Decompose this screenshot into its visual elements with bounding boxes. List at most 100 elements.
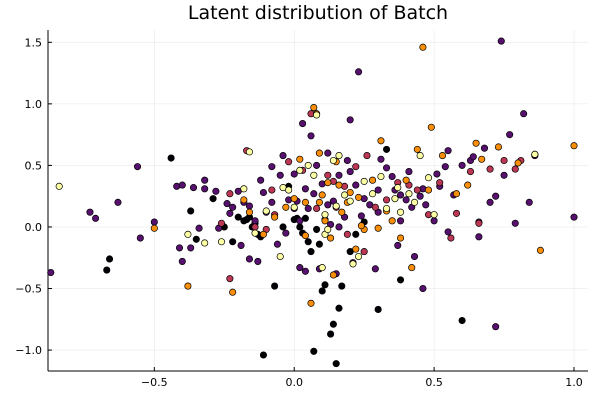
scatter-point: [327, 330, 335, 338]
scatter-point: [382, 204, 391, 213]
scatter-point: [201, 239, 209, 247]
scatter-point: [307, 299, 315, 307]
scatter-point: [514, 159, 522, 167]
scatter-point: [520, 110, 528, 118]
scatter-point: [290, 170, 298, 178]
scatter-point: [285, 158, 293, 166]
scatter-point: [209, 195, 217, 203]
y-tick-label: 1.0: [25, 98, 43, 111]
scatter-point: [184, 230, 192, 238]
data-points: [47, 37, 578, 368]
scatter-point: [355, 252, 363, 261]
scatter-point: [377, 155, 385, 163]
scatter-point: [189, 184, 198, 192]
scatter-point: [444, 147, 452, 155]
scatter-point: [304, 238, 312, 246]
scatter-point: [301, 267, 309, 275]
scatter-point: [377, 137, 385, 145]
scatter-point: [494, 143, 503, 151]
scatter-point: [223, 200, 231, 208]
scatter-point: [405, 168, 413, 176]
scatter-point: [276, 252, 284, 261]
scatter-point: [511, 165, 519, 173]
scatter-point: [321, 281, 329, 289]
scatter-point: [466, 168, 475, 176]
scatter-point: [374, 186, 382, 194]
scatter-point: [251, 229, 259, 237]
scatter-point: [282, 229, 290, 237]
scatter-point: [318, 287, 326, 295]
scatter-point: [315, 149, 323, 157]
y-tick-label: −0.5: [15, 283, 42, 296]
scatter-point: [492, 192, 500, 200]
scatter-point: [251, 223, 259, 231]
scatter-point: [192, 235, 200, 243]
scatter-point: [307, 248, 315, 256]
scatter-point: [424, 174, 433, 182]
scatter-point: [346, 168, 354, 176]
scatter-point: [511, 219, 519, 227]
scatter-point: [296, 217, 304, 225]
scatter-point: [245, 148, 254, 156]
series-batch-4: [150, 43, 578, 307]
scatter-point: [245, 202, 254, 210]
scatter-point: [301, 185, 309, 193]
scatter-point: [318, 191, 326, 199]
scatter-point: [441, 163, 449, 171]
scatter-point: [276, 171, 284, 179]
scatter-point: [422, 201, 430, 209]
scatter-point: [525, 198, 533, 206]
scatter-point: [271, 282, 279, 290]
scatter-point: [324, 171, 332, 179]
scatter-point: [402, 176, 410, 184]
scatter-point: [187, 244, 195, 252]
scatter-point: [500, 171, 508, 179]
tick-labels: −0.5 0.0 0.5 1.0 −1.0 −0.5 0.0 0.5 1.0 1.5: [15, 36, 582, 389]
chart-title: Latent distribution of Batch: [188, 2, 448, 24]
scatter-point: [268, 198, 276, 206]
scatter-point: [301, 198, 309, 206]
scatter-point: [343, 230, 351, 238]
scatter-point: [433, 170, 441, 178]
scatter-point: [486, 198, 494, 206]
scatter-point: [349, 260, 357, 268]
scatter-point: [178, 257, 186, 265]
scatter-point: [469, 153, 477, 161]
scatter-point: [410, 198, 419, 206]
scatter-point: [369, 190, 377, 198]
scatter-point: [304, 161, 312, 169]
scatter-point: [352, 230, 360, 238]
scatter-point: [413, 186, 421, 194]
scatter-point: [268, 163, 276, 171]
scatter-point: [268, 186, 276, 194]
series-batch-5: [55, 111, 539, 272]
scatter-point: [396, 234, 405, 242]
scatter-point: [371, 203, 379, 211]
scatter-point: [237, 241, 245, 249]
scatter-point: [343, 156, 351, 165]
scatter-point: [402, 196, 410, 204]
scatter-point: [240, 196, 248, 204]
scatter-point: [313, 204, 321, 213]
scatter-point: [410, 252, 419, 261]
scatter-point: [310, 347, 318, 355]
scatter-point: [86, 208, 94, 216]
scatter-point: [480, 144, 489, 152]
scatter-point: [285, 186, 293, 194]
scatter-point: [282, 203, 290, 211]
scatter-point: [352, 181, 360, 189]
scatter-point: [352, 163, 360, 171]
scatter-point: [374, 224, 382, 232]
x-tick-label: 0.5: [425, 376, 443, 389]
scatter-point: [382, 164, 391, 172]
scatter-point: [396, 217, 405, 225]
scatter-point: [201, 185, 209, 193]
scatter-point: [327, 234, 335, 242]
scatter-point: [346, 116, 354, 124]
scatter-point: [419, 284, 427, 293]
scatter-point: [388, 217, 396, 225]
scatter-point: [357, 212, 365, 220]
scatter-point: [444, 228, 452, 236]
scatter-point: [150, 218, 158, 226]
scatter-point: [464, 181, 472, 189]
